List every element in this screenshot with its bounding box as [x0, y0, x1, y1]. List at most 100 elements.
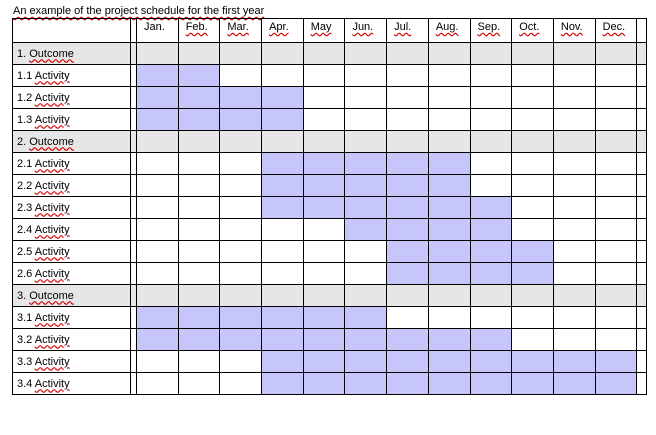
row-end-cell — [636, 196, 648, 219]
row-number: 1.3 — [17, 113, 33, 126]
activity-row: 3.3 Activity — [12, 350, 648, 373]
empty-month-cell — [177, 262, 221, 285]
row-end-cell — [636, 86, 648, 109]
document-caption: An example of the project schedule for t… — [13, 5, 265, 17]
row-end-cell — [636, 174, 648, 197]
scheduled-month-cell — [469, 240, 513, 263]
outcome-row: 2. Outcome — [12, 130, 648, 153]
empty-month-cell — [302, 64, 346, 87]
empty-month-cell — [302, 86, 346, 109]
empty-month-cell — [552, 108, 596, 131]
scheduled-month-cell — [386, 196, 429, 219]
row-label: Activity — [34, 377, 70, 390]
empty-month-cell — [136, 152, 179, 175]
empty-month-cell — [302, 284, 346, 307]
empty-month-cell — [469, 130, 513, 153]
empty-month-cell — [386, 284, 429, 307]
empty-month-cell — [219, 64, 263, 87]
row-label-cell: 3. Outcome — [12, 284, 131, 307]
row-end-cell — [636, 350, 648, 373]
month-label: Oct. — [519, 21, 540, 33]
empty-month-cell — [427, 64, 471, 87]
scheduled-month-cell — [427, 152, 471, 175]
outcome-row: 1. Outcome — [12, 42, 648, 65]
empty-month-cell — [219, 350, 263, 373]
month-label: Mar. — [227, 21, 249, 33]
empty-month-cell — [261, 64, 304, 87]
empty-month-cell — [511, 42, 554, 65]
empty-month-cell — [511, 174, 554, 197]
month-header-row: Jan. Feb. Mar. Apr. May Jun. Jul. Aug. Sep. Oct. N… — [12, 18, 648, 43]
row-label-cell: 2.5 Activity — [12, 240, 131, 263]
row-number: 1. — [17, 47, 27, 60]
row-label-cell: 1.3 Activity — [12, 108, 131, 131]
empty-month-cell — [344, 130, 388, 153]
row-label-cell: 2.3 Activity — [12, 196, 131, 219]
empty-month-cell — [219, 262, 263, 285]
month-label: Jun. — [352, 21, 374, 33]
scheduled-month-cell — [219, 306, 263, 329]
scheduled-month-cell — [302, 372, 346, 395]
scheduled-month-cell — [594, 350, 638, 373]
empty-month-cell — [386, 108, 429, 131]
empty-month-cell — [552, 284, 596, 307]
month-header-cell: Mar. — [219, 18, 263, 43]
row-label-cell: 3.2 Activity — [12, 328, 131, 351]
row-number: 3.3 — [17, 355, 33, 368]
empty-month-cell — [511, 152, 554, 175]
month-header-cell: Dec. — [594, 18, 638, 43]
empty-month-cell — [219, 284, 263, 307]
outcome-row: 3. Outcome — [12, 284, 648, 307]
empty-month-cell — [261, 240, 304, 263]
scheduled-month-cell — [427, 328, 471, 351]
scheduled-month-cell — [261, 306, 304, 329]
row-number: 2.6 — [17, 267, 33, 280]
row-label: Activity — [34, 157, 70, 170]
scheduled-month-cell — [386, 350, 429, 373]
empty-month-cell — [344, 42, 388, 65]
scheduled-month-cell — [511, 262, 554, 285]
empty-month-cell — [552, 174, 596, 197]
empty-month-cell — [552, 196, 596, 219]
empty-month-cell — [594, 218, 638, 241]
empty-month-cell — [552, 240, 596, 263]
row-number: 2.1 — [17, 157, 33, 170]
scheduled-month-cell — [344, 306, 388, 329]
empty-month-cell — [177, 152, 221, 175]
empty-month-cell — [302, 240, 346, 263]
scheduled-month-cell — [386, 328, 429, 351]
empty-month-cell — [427, 130, 471, 153]
empty-month-cell — [469, 108, 513, 131]
empty-month-cell — [136, 284, 179, 307]
scheduled-month-cell — [261, 152, 304, 175]
scheduled-month-cell — [511, 372, 554, 395]
row-label: Activity — [34, 69, 70, 82]
empty-month-cell — [261, 130, 304, 153]
empty-month-cell — [427, 306, 471, 329]
scheduled-month-cell — [427, 350, 471, 373]
scheduled-month-cell — [302, 328, 346, 351]
scheduled-month-cell — [511, 240, 554, 263]
empty-month-cell — [594, 240, 638, 263]
row-end-cell — [636, 108, 648, 131]
scheduled-month-cell — [261, 196, 304, 219]
row-end-cell — [636, 42, 648, 65]
empty-month-cell — [177, 284, 221, 307]
empty-month-cell — [261, 218, 304, 241]
empty-month-cell — [511, 64, 554, 87]
scheduled-month-cell — [302, 196, 346, 219]
empty-month-cell — [594, 196, 638, 219]
activity-row: 1.1 Activity — [12, 64, 648, 87]
empty-month-cell — [469, 42, 513, 65]
activity-row: 1.2 Activity — [12, 86, 648, 109]
scheduled-month-cell — [386, 240, 429, 263]
empty-month-cell — [427, 108, 471, 131]
empty-month-cell — [344, 262, 388, 285]
row-label: Activity — [34, 201, 70, 214]
empty-month-cell — [511, 328, 554, 351]
row-number: 2.2 — [17, 179, 33, 192]
month-header-cell: Jun. — [344, 18, 388, 43]
month-label: Sep. — [477, 21, 501, 33]
scheduled-month-cell — [469, 328, 513, 351]
row-end-cell — [636, 306, 648, 329]
